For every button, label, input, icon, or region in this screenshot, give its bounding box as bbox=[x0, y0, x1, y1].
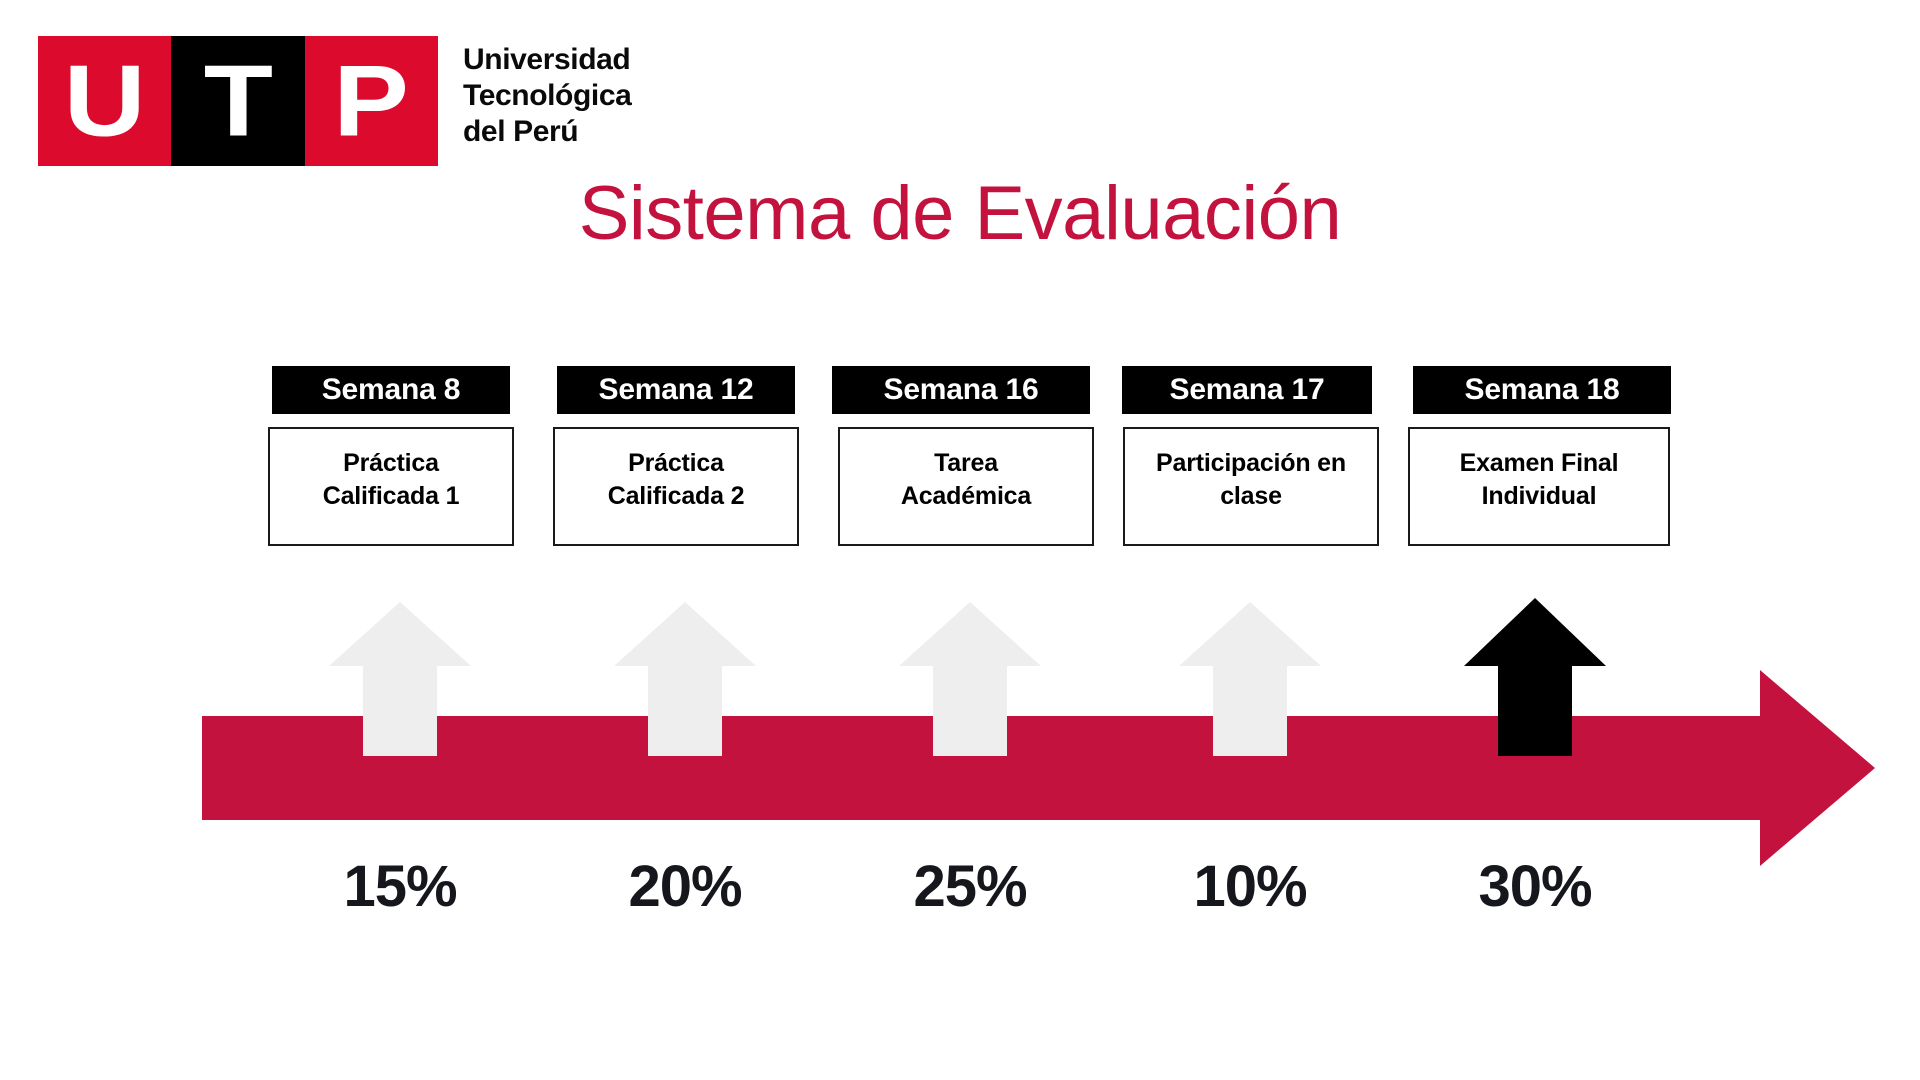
percent-row: 15% 20% 25% 10% 30% bbox=[0, 858, 1920, 928]
utp-logo-mark: U T P bbox=[38, 36, 438, 166]
milestone-row: Semana 8 Práctica Calificada 1 Semana 12 Pr… bbox=[0, 366, 1920, 571]
milestone-activity-label: Participación en clase bbox=[1123, 427, 1379, 546]
milestone-week-label: Semana 12 bbox=[557, 366, 795, 414]
utp-wordmark: Universidad Tecnológica del Perú bbox=[463, 43, 632, 148]
milestone-arrow-5 bbox=[1464, 598, 1606, 756]
milestone-week-label: Semana 17 bbox=[1122, 366, 1372, 414]
milestone-activity-label: Práctica Calificada 2 bbox=[553, 427, 799, 546]
page-title: Sistema de Evaluación bbox=[578, 171, 1342, 256]
milestone-1[interactable]: Semana 8 Práctica Calificada 1 bbox=[268, 366, 514, 546]
logo-cell-p: P bbox=[304, 36, 438, 166]
logo-letter-p: P bbox=[333, 45, 410, 158]
milestone-week-label: Semana 8 bbox=[272, 366, 510, 414]
milestone-4[interactable]: Semana 17 Participación en clase bbox=[1122, 366, 1379, 546]
milestone-activity-label: Tarea Académica bbox=[838, 427, 1094, 546]
percent-label-3: 25% bbox=[913, 854, 1027, 919]
milestone-week-label: Semana 16 bbox=[832, 366, 1090, 414]
milestone-activity-label: Examen Final Individual bbox=[1408, 427, 1670, 546]
logo-letter-t: T bbox=[203, 45, 273, 158]
logo-cell-u: U bbox=[38, 36, 172, 166]
logo-cell-t: T bbox=[171, 36, 305, 166]
milestone-2[interactable]: Semana 12 Práctica Calificada 2 bbox=[553, 366, 799, 546]
percent-label-4: 10% bbox=[1193, 854, 1307, 919]
milestone-arrow-1 bbox=[329, 602, 471, 756]
milestone-arrow-3 bbox=[899, 602, 1041, 756]
milestone-arrow-2 bbox=[614, 602, 756, 756]
milestone-arrow-4 bbox=[1179, 602, 1321, 756]
percent-label-1: 15% bbox=[343, 854, 457, 919]
milestone-week-label: Semana 18 bbox=[1413, 366, 1671, 414]
timeline-arrow-bar bbox=[202, 670, 1875, 866]
logo-letter-u: U bbox=[63, 45, 146, 158]
milestone-activity-label: Práctica Calificada 1 bbox=[268, 427, 514, 546]
milestone-5[interactable]: Semana 18 Examen Final Individual bbox=[1408, 366, 1671, 546]
utp-logo: U T P Universidad Tecnológica del Perú bbox=[38, 36, 632, 166]
milestone-3[interactable]: Semana 16 Tarea Académica bbox=[832, 366, 1094, 546]
percent-label-5: 30% bbox=[1478, 854, 1592, 919]
percent-label-2: 20% bbox=[628, 854, 742, 919]
